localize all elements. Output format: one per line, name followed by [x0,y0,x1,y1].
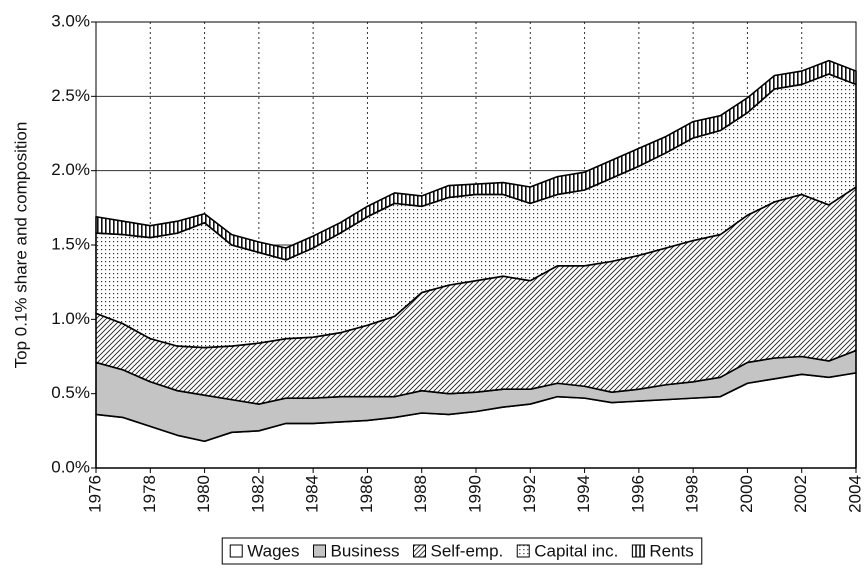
x-tick-label: 2004 [845,475,864,513]
y-tick-label: 2.0% [51,160,90,179]
legend-frame [221,537,703,565]
legend-label: Capital inc. [534,541,618,560]
plot-frame [95,21,857,469]
y-tick-label: 1.0% [51,309,90,328]
y-axis-label: Top 0.1% share and composition [11,122,30,369]
x-tick-label: 1978 [140,475,159,513]
x-tick-label: 1990 [465,475,484,513]
y-tick-label: 2.5% [51,86,90,105]
x-tick-label: 2002 [791,475,810,513]
x-tick-label: 1988 [411,475,430,513]
legend-swatch [229,544,243,558]
legend-label: Self-emp. [430,541,503,560]
x-tick-label: 1994 [574,475,593,513]
legend-label: Wages [247,541,299,560]
x-tick-label: 1984 [303,475,322,513]
legend-swatch [412,544,426,558]
x-tick-label: 1976 [85,475,104,513]
x-tick-label: 1986 [357,475,376,513]
legend-swatch [516,544,530,558]
legend-label: Business [331,541,400,560]
legend: Wages Business Self-emp. Capital inc. Rents [229,541,694,560]
x-tick-label: 1982 [248,475,267,513]
x-tick-label: 1996 [628,475,647,513]
y-tick-label: 1.5% [51,234,90,253]
x-tick-label: 1992 [520,475,539,513]
x-tick-label: 2000 [737,475,756,513]
y-tick-label: 3.0% [51,11,90,30]
legend-label: Rents [649,541,693,560]
legend-swatch [313,544,327,558]
legend-swatch [631,544,645,558]
y-tick-label: 0.5% [51,383,90,402]
x-tick-label: 1980 [194,475,213,513]
x-tick-label: 1998 [683,475,702,513]
y-tick-label: 0.0% [51,457,90,476]
